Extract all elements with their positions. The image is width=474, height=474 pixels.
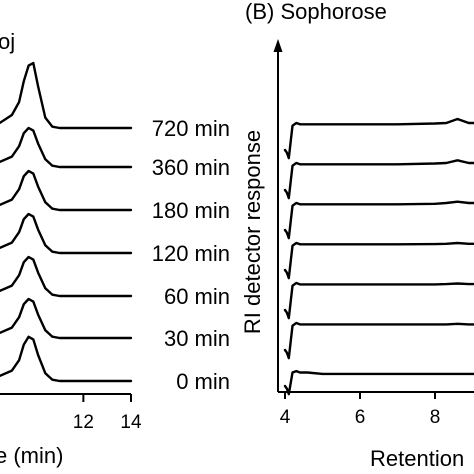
panel-a-trace — [0, 169, 133, 212]
panel-a-trace — [0, 335, 133, 383]
panel-b-x-ticks: 4 6 8 — [280, 392, 441, 428]
panel-b-trace — [283, 159, 474, 200]
panel-b-trace — [283, 200, 474, 240]
panel-a-traces — [0, 61, 133, 383]
panel-a-x-axis-title: e (min) — [0, 443, 63, 468]
panel-a-trace — [0, 255, 133, 298]
panel-a-run-labels: 720 min 360 min 180 min 120 min 60 min 30 min… — [152, 116, 230, 394]
panel-a-run-label: 720 min — [152, 116, 230, 141]
panel-a-trace — [0, 126, 133, 169]
panel-a-run-label: 180 min — [152, 198, 230, 223]
panel-b-traces — [283, 117, 474, 396]
panel-b-x-tick-label: 8 — [430, 407, 441, 428]
panel-a-run-label: 0 min — [176, 369, 230, 394]
panel-a-trace — [0, 297, 133, 340]
panel-b-trace — [283, 117, 474, 160]
panel-b-trace — [283, 369, 474, 396]
panel-b-x-tick-label: 6 — [355, 407, 366, 428]
panel-b-trace — [283, 241, 474, 280]
panel-a-run-label: 360 min — [152, 155, 230, 180]
panel-b: (B) Sophorose RI detector response 4 6 8 R… — [240, 0, 474, 471]
panel-a-run-label: 60 min — [164, 284, 230, 309]
panel-b-title: (B) Sophorose — [245, 0, 387, 24]
panel-a-x-ticks: 12 14 — [73, 394, 142, 433]
panel-b-trace — [283, 321, 474, 360]
panel-a-x-tick-label: 12 — [73, 412, 94, 433]
panel-a-run-label: 30 min — [164, 326, 230, 351]
panel-b-y-axis-arrow — [273, 39, 283, 52]
panel-a-x-tick-label: 14 — [120, 412, 142, 433]
panel-b-y-axis-title: RI detector response — [240, 130, 265, 334]
panel-b-trace — [283, 281, 474, 320]
panel-a-trace — [0, 212, 133, 255]
panel-b-x-axis-title: Retention — [370, 446, 464, 471]
panel-b-x-tick-label: 4 — [280, 407, 291, 428]
panel-a-trace — [0, 61, 133, 130]
panel-a-run-label: 120 min — [152, 241, 230, 266]
panel-a-title: oj — [0, 29, 15, 54]
